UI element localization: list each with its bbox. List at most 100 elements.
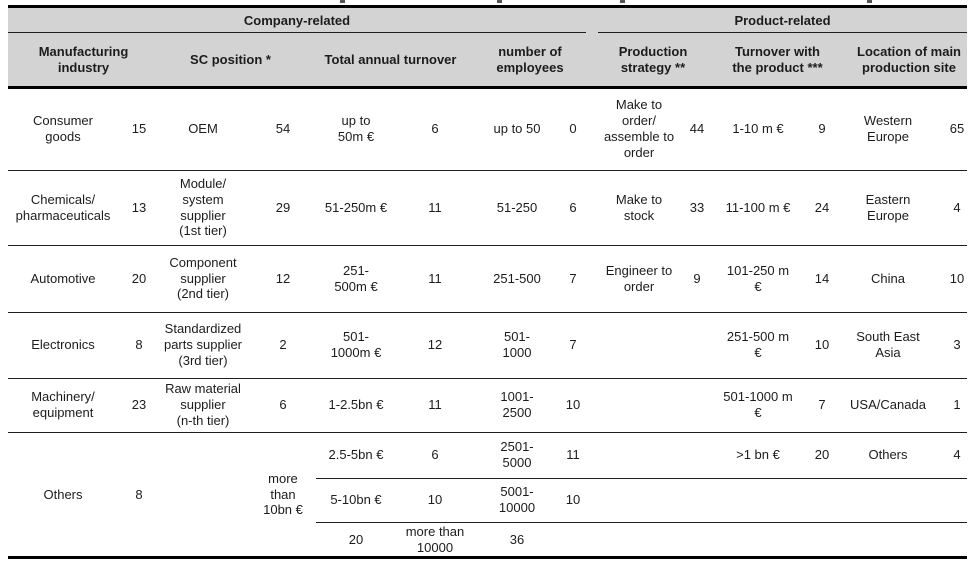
row-separator: [8, 431, 967, 433]
product-turnover-count: 20: [814, 447, 830, 463]
location-label: USA/Canada: [850, 397, 926, 413]
product-turnover-count: 9: [818, 121, 826, 137]
strategy-label: Make to order/ assemble to order: [603, 97, 675, 160]
product-turnover-count: 10: [814, 337, 830, 353]
manufacturing-count: 20: [131, 270, 147, 286]
employees-count: 6: [569, 199, 577, 215]
sc-position-label: Raw material supplier (n-th tier): [165, 381, 241, 428]
sc-position-label: Standardized parts supplier (3rd tier): [163, 321, 243, 368]
group-header-company: Company-related: [243, 12, 351, 28]
employees-count: 7: [569, 270, 577, 286]
location-label: South East Asia: [856, 329, 920, 360]
turnover-label: 501- 1000m €: [330, 329, 382, 360]
turnover-count: 12: [427, 337, 443, 353]
location-label: Others: [868, 447, 908, 463]
column-header-production-strategy: Production strategy **: [618, 43, 688, 75]
turnover-count: 6: [431, 121, 439, 137]
manufacturing-count: 8: [135, 486, 143, 502]
turnover-count: 11: [428, 270, 442, 286]
employees-count: 10: [565, 492, 581, 508]
sc-position-label: Component supplier (2nd tier): [169, 254, 237, 302]
product-turnover-count: 24: [814, 199, 830, 215]
manufacturing-count: 13: [131, 199, 147, 215]
location-count: 1: [953, 397, 961, 413]
location-count: 4: [953, 447, 961, 463]
strategy-label: Engineer to order: [605, 262, 673, 294]
location-count: 65: [949, 121, 965, 137]
product-turnover-label: >1 bn €: [736, 447, 780, 463]
turnover-label: 5-10bn €: [330, 492, 382, 508]
turnover-label-span: more than 10bn €: [263, 470, 303, 518]
location-count: 10: [949, 270, 965, 286]
manufacturing-label: Automotive: [30, 270, 96, 286]
turnover-label: 51-250m €: [324, 199, 388, 215]
turnover-count: 10: [427, 492, 443, 508]
turnover-count: 6: [431, 447, 439, 463]
location-label: Eastern Europe: [865, 191, 911, 223]
row-separator: [8, 377, 967, 379]
sc-position-count: 54: [275, 121, 291, 137]
employees-count: 36: [509, 531, 525, 547]
product-turnover-label: 101-250 m €: [726, 262, 790, 294]
cropped-caption-fragment: [867, 0, 872, 3]
row-separator: [8, 311, 967, 313]
header-rule: [8, 86, 967, 89]
product-turnover-count: 14: [814, 270, 830, 286]
turnover-count: 11: [428, 199, 442, 215]
sc-position-count: 29: [275, 199, 291, 215]
manufacturing-label: Chemicals/ pharmaceuticals: [15, 191, 111, 223]
sc-position-label: OEM: [188, 121, 218, 137]
product-turnover-label: 501-1000 m €: [723, 389, 793, 420]
manufacturing-label: Consumer goods: [33, 113, 93, 144]
column-header-location-production-site: Location of main production site: [857, 43, 961, 75]
strategy-label: Make to stock: [615, 191, 663, 223]
employees-label: 51-250: [496, 199, 538, 215]
turnover-label: 251- 500m €: [334, 262, 378, 294]
sc-position-label: Module/ system supplier (1st tier): [179, 175, 227, 239]
manufacturing-label: Others: [43, 486, 83, 502]
turnover-count: 11: [428, 397, 442, 413]
employees-count: 11: [566, 447, 580, 463]
column-header-turnover-with-product: Turnover with the product ***: [732, 43, 823, 75]
cropped-caption-fragment: [340, 0, 345, 3]
location-label: China: [871, 270, 905, 286]
product-group-underline: [598, 32, 967, 34]
column-header-sc-position: SC position *: [190, 51, 271, 67]
group-header-product: Product-related: [734, 12, 831, 28]
row-separator: [8, 169, 967, 171]
column-header-total-annual-turnover: Total annual turnover: [324, 51, 457, 67]
column-header-manufacturing-industry: Manufacturing industry: [38, 43, 129, 75]
product-turnover-label: 1-10 m €: [732, 121, 784, 137]
employees-label: 5001- 10000: [498, 484, 536, 515]
cropped-caption-fragment: [620, 0, 625, 3]
row-separator-partial: [316, 477, 967, 479]
product-turnover-label: 11-100 m €: [725, 199, 791, 215]
turnover-label: 1-2.5bn €: [328, 397, 384, 413]
employees-label: up to 50: [493, 121, 541, 137]
product-turnover-label: 251-500 m €: [726, 329, 790, 360]
bottom-rule: [8, 556, 967, 559]
employees-count: 0: [569, 121, 577, 137]
employees-label: 2501- 5000: [500, 439, 534, 470]
employees-label: 251-500: [493, 270, 541, 286]
manufacturing-count: 23: [131, 397, 147, 413]
manufacturing-count: 8: [135, 337, 143, 353]
strategy-count: 33: [689, 199, 705, 215]
employees-label: 1001- 2500: [500, 389, 534, 420]
sc-position-count: 12: [275, 270, 291, 286]
employees-label: 501- 1000: [502, 329, 532, 360]
location-count: 4: [953, 199, 961, 215]
turnover-count: 20: [348, 531, 364, 547]
sc-position-count: 2: [279, 337, 287, 353]
location-label: Western Europe: [863, 113, 913, 144]
location-count: 3: [953, 337, 961, 353]
manufacturing-label: Electronics: [31, 337, 95, 353]
manufacturing-label: Machinery/ equipment: [31, 389, 95, 420]
cropped-caption-fragment: [497, 0, 502, 3]
turnover-label: 2.5-5bn €: [328, 447, 384, 463]
strategy-count: 44: [689, 121, 705, 137]
header-background: [8, 8, 967, 86]
strategy-count: 9: [693, 270, 701, 286]
sc-position-count: 6: [279, 397, 287, 413]
